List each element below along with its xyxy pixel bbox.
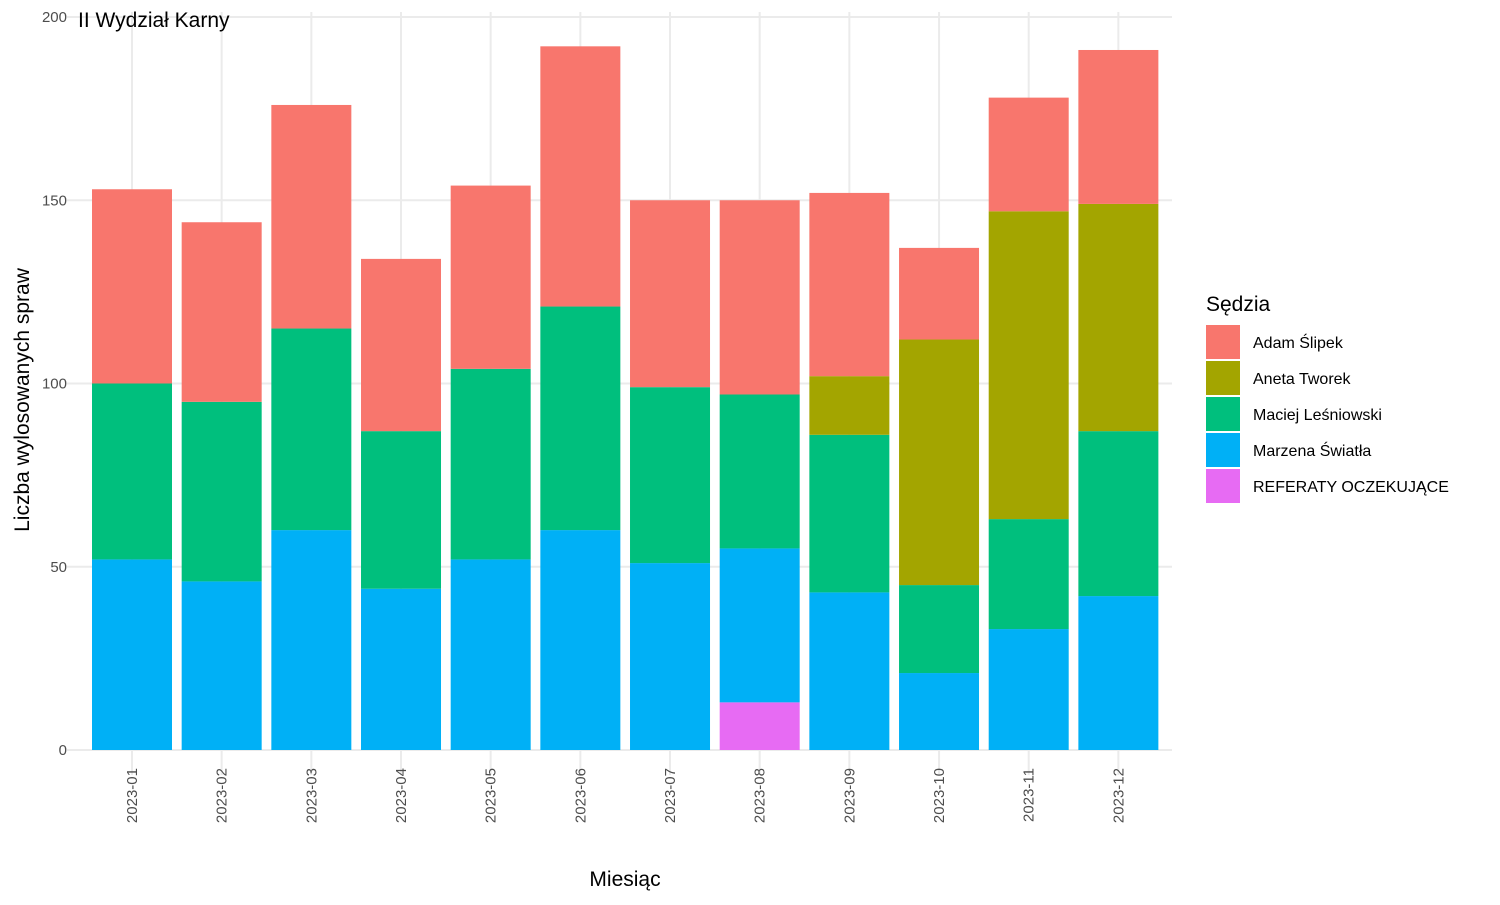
x-tick-label: 2023-01	[124, 768, 141, 823]
bar-2023-04-marzena-swiatla	[361, 588, 442, 750]
legend-label: Marzena Światła	[1253, 441, 1371, 460]
bar-2023-12-maciej-lesniowski	[1078, 431, 1159, 597]
bar-2023-04-adam-slipek	[361, 258, 442, 432]
bar-2023-08-marzena-swiatla	[719, 548, 800, 703]
y-ticks-layer: 0 50 100 150 200	[42, 9, 67, 759]
bar-2023-08-referaty-oczekujace	[719, 702, 800, 750]
x-axis-title: Miesiąc	[589, 868, 660, 891]
bar-2023-12-marzena-swiatla	[1078, 596, 1159, 750]
legend-label: REFERATY OCZEKUJĄCE	[1253, 479, 1449, 496]
legend-swatch	[1206, 397, 1240, 431]
bar-2023-02-maciej-lesniowski	[181, 401, 262, 582]
bar-2023-11-maciej-lesniowski	[988, 519, 1069, 630]
y-axis-title: Liczba wylosowanych spraw	[11, 267, 34, 532]
bar-2023-09-marzena-swiatla	[809, 592, 890, 750]
chart-title: II Wydział Karny	[78, 9, 230, 32]
bar-2023-09-aneta-tworek	[809, 376, 890, 435]
bar-2023-04-maciej-lesniowski	[361, 431, 442, 589]
x-tick-label: 2023-11	[1021, 768, 1038, 822]
bar-2023-10-maciej-lesniowski	[899, 585, 980, 674]
x-tick-label: 2023-07	[662, 768, 679, 823]
legend-swatch	[1206, 325, 1240, 359]
bar-2023-09-maciej-lesniowski	[809, 434, 890, 593]
bar-2023-10-adam-slipek	[899, 247, 980, 340]
bar-2023-12-aneta-tworek	[1078, 203, 1159, 432]
x-tick-label: 2023-06	[572, 768, 589, 823]
legend-title: Sędzia	[1206, 293, 1271, 316]
x-tick-label: 2023-02	[214, 768, 231, 823]
bar-2023-06-maciej-lesniowski	[540, 306, 621, 531]
bar-2023-08-adam-slipek	[719, 200, 800, 395]
bar-2023-11-aneta-tworek	[988, 211, 1069, 520]
bar-2023-06-marzena-swiatla	[540, 530, 621, 750]
x-tick-label: 2023-08	[752, 768, 769, 823]
bar-2023-08-maciej-lesniowski	[719, 394, 800, 549]
bar-2023-11-adam-slipek	[988, 97, 1069, 212]
bar-2023-07-maciej-lesniowski	[630, 387, 711, 564]
bar-2023-10-aneta-tworek	[899, 339, 980, 586]
bar-2023-05-marzena-swiatla	[450, 559, 531, 750]
bar-2023-12-adam-slipek	[1078, 49, 1159, 204]
legend-swatch	[1206, 433, 1240, 467]
bar-2023-03-maciej-lesniowski	[271, 328, 352, 531]
y-tick-label: 200	[42, 9, 67, 26]
legend: Sędzia Adam Ślipek Aneta Tworek Maciej Leś…	[1206, 293, 1449, 503]
x-tick-label: 2023-04	[393, 768, 410, 823]
legend-swatch	[1206, 361, 1240, 395]
bar-2023-10-marzena-swiatla	[899, 673, 980, 750]
bar-2023-05-maciej-lesniowski	[450, 368, 531, 560]
legend-items: Adam Ślipek Aneta Tworek Maciej Leśniowski…	[1206, 325, 1449, 503]
legend-label: Maciej Leśniowski	[1253, 407, 1382, 424]
bar-2023-03-marzena-swiatla	[271, 530, 352, 750]
bar-2023-06-adam-slipek	[540, 46, 621, 307]
bar-2023-02-marzena-swiatla	[181, 581, 262, 750]
x-tick-label: 2023-05	[483, 768, 500, 823]
x-tick-label: 2023-03	[303, 768, 320, 823]
x-ticks-layer: 2023-01 2023-02 2023-03 2023-04 2023-05 2023-…	[124, 768, 1127, 823]
bar-2023-02-adam-slipek	[181, 222, 262, 402]
x-tick-label: 2023-12	[1110, 768, 1127, 823]
bar-2023-07-adam-slipek	[630, 200, 711, 388]
legend-label: Aneta Tworek	[1253, 371, 1352, 388]
bar-2023-05-adam-slipek	[450, 185, 531, 369]
y-tick-label: 150	[42, 192, 67, 209]
x-tick-label: 2023-10	[931, 768, 948, 823]
bar-2023-09-adam-slipek	[809, 192, 890, 377]
y-tick-label: 100	[42, 376, 67, 393]
bar-2023-01-maciej-lesniowski	[92, 383, 172, 560]
bar-2023-11-marzena-swiatla	[988, 629, 1069, 750]
x-tick-label: 2023-09	[841, 768, 858, 823]
bar-2023-01-adam-slipek	[92, 189, 172, 384]
legend-swatch	[1206, 469, 1240, 503]
legend-label: Adam Ślipek	[1253, 333, 1344, 352]
y-tick-label: 0	[59, 742, 67, 759]
y-tick-label: 50	[50, 559, 67, 576]
bar-2023-01-marzena-swiatla	[92, 559, 172, 750]
bar-2023-07-marzena-swiatla	[630, 563, 711, 750]
bars-layer	[92, 46, 1159, 750]
bar-2023-03-adam-slipek	[271, 104, 352, 329]
